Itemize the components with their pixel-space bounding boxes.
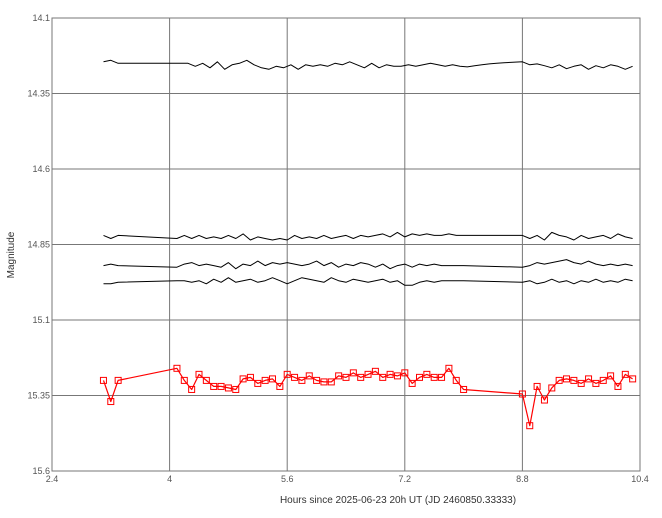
target-data-point <box>393 372 401 380</box>
target-data-point <box>261 376 269 384</box>
target-data-point <box>254 379 262 387</box>
target-data-point <box>239 375 247 383</box>
target-data-point <box>401 369 409 377</box>
target-data-point <box>629 375 637 383</box>
y-axis-title: Magnitude <box>6 231 17 278</box>
target-data-point <box>180 376 188 384</box>
target-data-point <box>430 373 438 381</box>
x-tick-label: 4 <box>167 474 172 484</box>
y-tick-label: 14.6 <box>32 164 50 174</box>
target-data-point <box>114 376 122 384</box>
target-data-point <box>320 378 328 386</box>
y-tick-label: 14.85 <box>27 240 50 250</box>
target-data-point <box>298 376 306 384</box>
y-tick-labels: 14.1 14.35 14.6 14.85 15.1 15.35 15.6 <box>27 13 50 476</box>
target-data-point <box>357 373 365 381</box>
target-data-point <box>460 385 468 393</box>
series-group <box>99 59 637 430</box>
comparison-star-line-4 <box>103 277 633 286</box>
comparison-star-line-3 <box>103 259 633 270</box>
target-data-point <box>533 382 541 390</box>
target-data-point <box>438 373 446 381</box>
target-data-point <box>173 364 181 372</box>
target-data-point <box>195 370 203 378</box>
target-data-point <box>99 376 107 384</box>
target-data-point <box>313 376 321 384</box>
target-data-point <box>342 373 350 381</box>
target-data-point <box>305 372 313 380</box>
plot-frame <box>51 17 641 472</box>
comparison-star-line-2 <box>103 231 633 241</box>
target-data-point <box>526 422 534 430</box>
comparison-star-line-1 <box>103 59 633 70</box>
target-data-point <box>548 384 556 392</box>
target-data-point <box>416 373 423 381</box>
target-data-point <box>364 370 372 378</box>
target-data-point <box>210 382 218 390</box>
target-data-point <box>276 382 284 390</box>
x-tick-label: 5.6 <box>281 474 294 484</box>
target-data-point <box>452 376 460 384</box>
target-data-point <box>246 373 254 381</box>
x-tick-label: 8.8 <box>516 474 529 484</box>
grid-lines <box>51 17 641 472</box>
target-star-line <box>102 367 633 427</box>
target-data-point <box>386 370 394 378</box>
target-data-point <box>283 370 291 378</box>
target-data-point <box>577 379 585 387</box>
target-data-point <box>585 375 593 383</box>
target-data-point <box>188 385 196 393</box>
target-data-point <box>349 369 357 377</box>
target-data-point <box>371 367 379 375</box>
target-data-point <box>269 375 276 383</box>
target-data-point <box>599 376 607 384</box>
target-data-point <box>570 376 578 384</box>
x-axis-title: Hours since 2025-06-23 20h UT (JD 246085… <box>280 495 516 506</box>
y-tick-label: 15.35 <box>27 391 50 401</box>
x-tick-label: 2.4 <box>46 474 59 484</box>
target-data-point <box>592 379 600 387</box>
target-data-point <box>408 379 416 387</box>
target-data-point <box>202 376 210 384</box>
x-tick-labels: 2.4 4 5.6 7.2 8.8 10.4 <box>46 474 649 484</box>
target-data-point <box>540 396 548 404</box>
target-data-point <box>291 373 299 381</box>
target-data-point <box>423 370 431 378</box>
target-data-point <box>224 384 232 392</box>
target-data-point <box>607 372 615 380</box>
target-data-point <box>335 372 343 380</box>
target-data-point <box>563 375 570 383</box>
x-tick-label: 10.4 <box>631 474 649 484</box>
target-data-point <box>107 398 115 406</box>
y-tick-label: 15.1 <box>32 315 50 325</box>
target-data-point <box>232 385 240 393</box>
y-tick-label: 14.35 <box>27 89 50 99</box>
y-tick-label: 14.1 <box>32 13 50 23</box>
target-data-point <box>555 376 563 384</box>
y-tick-label: 15.6 <box>32 466 50 476</box>
target-data-point <box>327 378 335 386</box>
target-data-point <box>518 390 526 398</box>
target-data-point <box>621 370 629 378</box>
x-tick-label: 7.2 <box>399 474 412 484</box>
target-data-point <box>217 382 225 390</box>
target-data-point <box>379 373 387 381</box>
target-data-point <box>445 364 453 372</box>
target-data-point <box>614 382 622 390</box>
